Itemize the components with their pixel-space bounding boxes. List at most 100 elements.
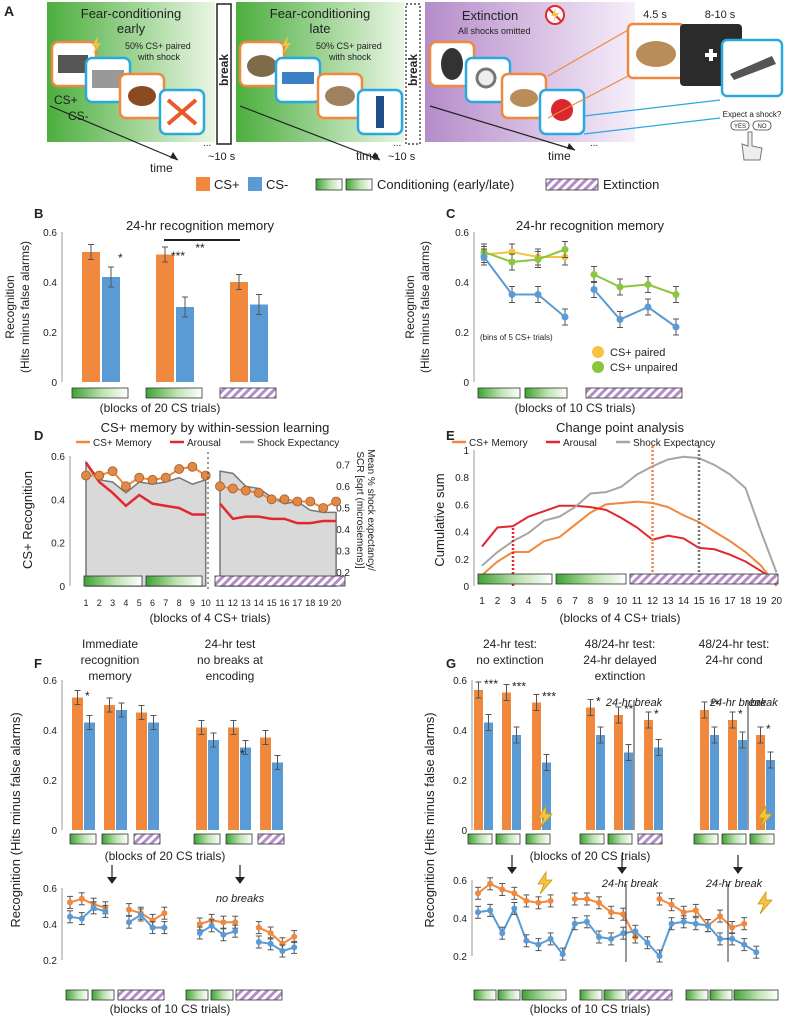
panel-e-y-tick: 0 (463, 582, 469, 593)
panel-f-ylabel: Recognition (Hits minus false alarms) (8, 712, 23, 927)
panel-f-phase-bar (133, 833, 161, 845)
panel-b-bar-csplus (82, 252, 100, 382)
panel-g-chart: 24-hr test: no extinction 48/24-hr test: 24… (422, 637, 779, 1016)
panel-f-chart: Immediate recognition memory 24-hr test no b… (8, 637, 298, 1016)
panel-e-phase-bar (477, 573, 553, 585)
break-box-1 (216, 3, 232, 145)
panel-e-xlabel: (blocks of 4 CS+ trials) (559, 611, 680, 625)
panel-g-star: ** (624, 702, 634, 716)
panel-g-shock-icon (537, 804, 553, 829)
extinction-stimuli (428, 40, 586, 136)
panel-c-point (561, 246, 569, 253)
panel-c-point (672, 323, 680, 331)
panel-g2-point (499, 886, 506, 893)
legend-csplus-swatch (196, 177, 210, 191)
panel-g2-point (741, 920, 748, 927)
panel-g2-point (632, 928, 639, 935)
break-time-2: ~10 s (388, 151, 416, 163)
panel-g2-phase-bar (709, 989, 733, 1001)
panel-e-xtick: 6 (557, 596, 563, 607)
panel-g2-point (596, 934, 602, 940)
panel-f2-line (199, 924, 236, 936)
panel-g2-point (511, 890, 518, 897)
panel-g2-point (729, 924, 736, 931)
late-title-1: Fear-conditioning (270, 6, 370, 21)
panel-e-y-tick: 1 (463, 446, 469, 457)
panel-g-star: *** (542, 690, 556, 704)
panel-g2-xlabel: (blocks of 10 CS trials) (530, 1002, 651, 1016)
shock-icon (92, 36, 101, 54)
legend-early-swatch (315, 178, 343, 191)
panel-g-star: *** (484, 677, 498, 691)
panel-b-title: 24-hr recognition memory (126, 218, 275, 233)
panel-c-legend-unpaired (592, 361, 604, 373)
panel-g-bar (766, 760, 775, 830)
panel-d-y-tick: 0.6 (51, 452, 65, 463)
panel-g-bar (586, 707, 595, 830)
chimp-image (441, 48, 463, 80)
panel-g2-y-tick: 0.2 (453, 952, 467, 963)
panel-g2-point (608, 935, 615, 942)
panel-d-y-tick: 0 (59, 582, 65, 593)
panel-f-y-tick: 0 (51, 826, 57, 837)
panel-c-ylabel-2: (Hits minus false alarms) (418, 241, 432, 373)
panel-f-y-tick: 0.4 (43, 726, 57, 737)
panel-f-bar (272, 762, 283, 830)
pairing-text-2b: with shock (328, 52, 372, 62)
panel-g-phase-bar (579, 833, 605, 845)
panel-c-legend-unpaired-label: CS+ unpaired (610, 362, 678, 374)
panel-g2-point (620, 930, 627, 937)
panel-f-bar (240, 747, 251, 830)
panel-d-xtick: 5 (137, 598, 142, 608)
panel-f2-point (149, 924, 156, 931)
panel-g2-phase-bar (685, 989, 709, 1001)
panel-b-y-tick: 0.4 (43, 278, 57, 289)
panel-d-xtick: 14 (254, 598, 264, 608)
legend-extinction-swatch (545, 178, 599, 191)
panel-c-chart: 24-hr recognition memory Recognition (Hits… (403, 218, 683, 415)
panel-g-bar (728, 720, 737, 830)
panel-g-y-tick: 0.6 (453, 676, 467, 687)
panel-f2-line (69, 897, 106, 909)
panel-d-memory-point (81, 470, 91, 481)
break-box-2 (405, 3, 421, 145)
panel-b-ylabel-1: Recognition (3, 275, 17, 338)
panel-d-xtick: 15 (267, 598, 277, 608)
panel-b-y-tick: 0 (51, 378, 57, 389)
panel-g-bar (644, 720, 653, 830)
pliers-image (166, 98, 198, 126)
break-label-1: break (217, 54, 231, 86)
panel-g2-point (559, 951, 566, 958)
panel-f2-point (137, 912, 144, 918)
no-label: NO (758, 124, 767, 130)
panel-c-line (593, 288, 677, 328)
panel-e-ylabel: Cumulative sum (432, 473, 447, 566)
panel-e-xtick: 4 (526, 596, 532, 607)
panel-d-legend-arousal-label: Arousal (187, 438, 221, 449)
panel-g-bar (484, 722, 493, 830)
panel-f2-point (279, 948, 286, 954)
no-shock-icon (545, 5, 565, 25)
panel-g2-break-2: 24-hr break (705, 878, 763, 890)
panel-g-bar (654, 747, 663, 830)
panel-f-title-right-0: 24-hr test (205, 637, 256, 651)
panel-d-memory-point (200, 470, 211, 481)
panel-g-title-3: 48/24-hr test: (585, 637, 656, 651)
panel-b-star: ** (195, 241, 205, 255)
panel-g-bar (474, 690, 483, 830)
panel-g-title-6: 48/24-hr test: (699, 637, 770, 651)
panel-f-phase-bar (225, 833, 253, 845)
panel-f-bar (208, 740, 219, 830)
panel-g-phase-bar (721, 833, 747, 845)
panel-g2-point (680, 909, 687, 916)
panel-e-title: Change point analysis (556, 420, 684, 435)
panel-c-phase-bar (524, 387, 568, 399)
brush-image (376, 96, 384, 128)
panel-f-star: * (240, 747, 245, 761)
panel-c-note: (bins of 5 CS+ trials) (480, 333, 553, 342)
panel-g-title-2: no extinction (476, 653, 543, 667)
panel-b-bar-csminus (102, 277, 120, 382)
panel-f2-point (208, 922, 215, 929)
panel-f-phase-bar (257, 833, 285, 845)
panel-d-xtick: 1 (83, 598, 88, 608)
